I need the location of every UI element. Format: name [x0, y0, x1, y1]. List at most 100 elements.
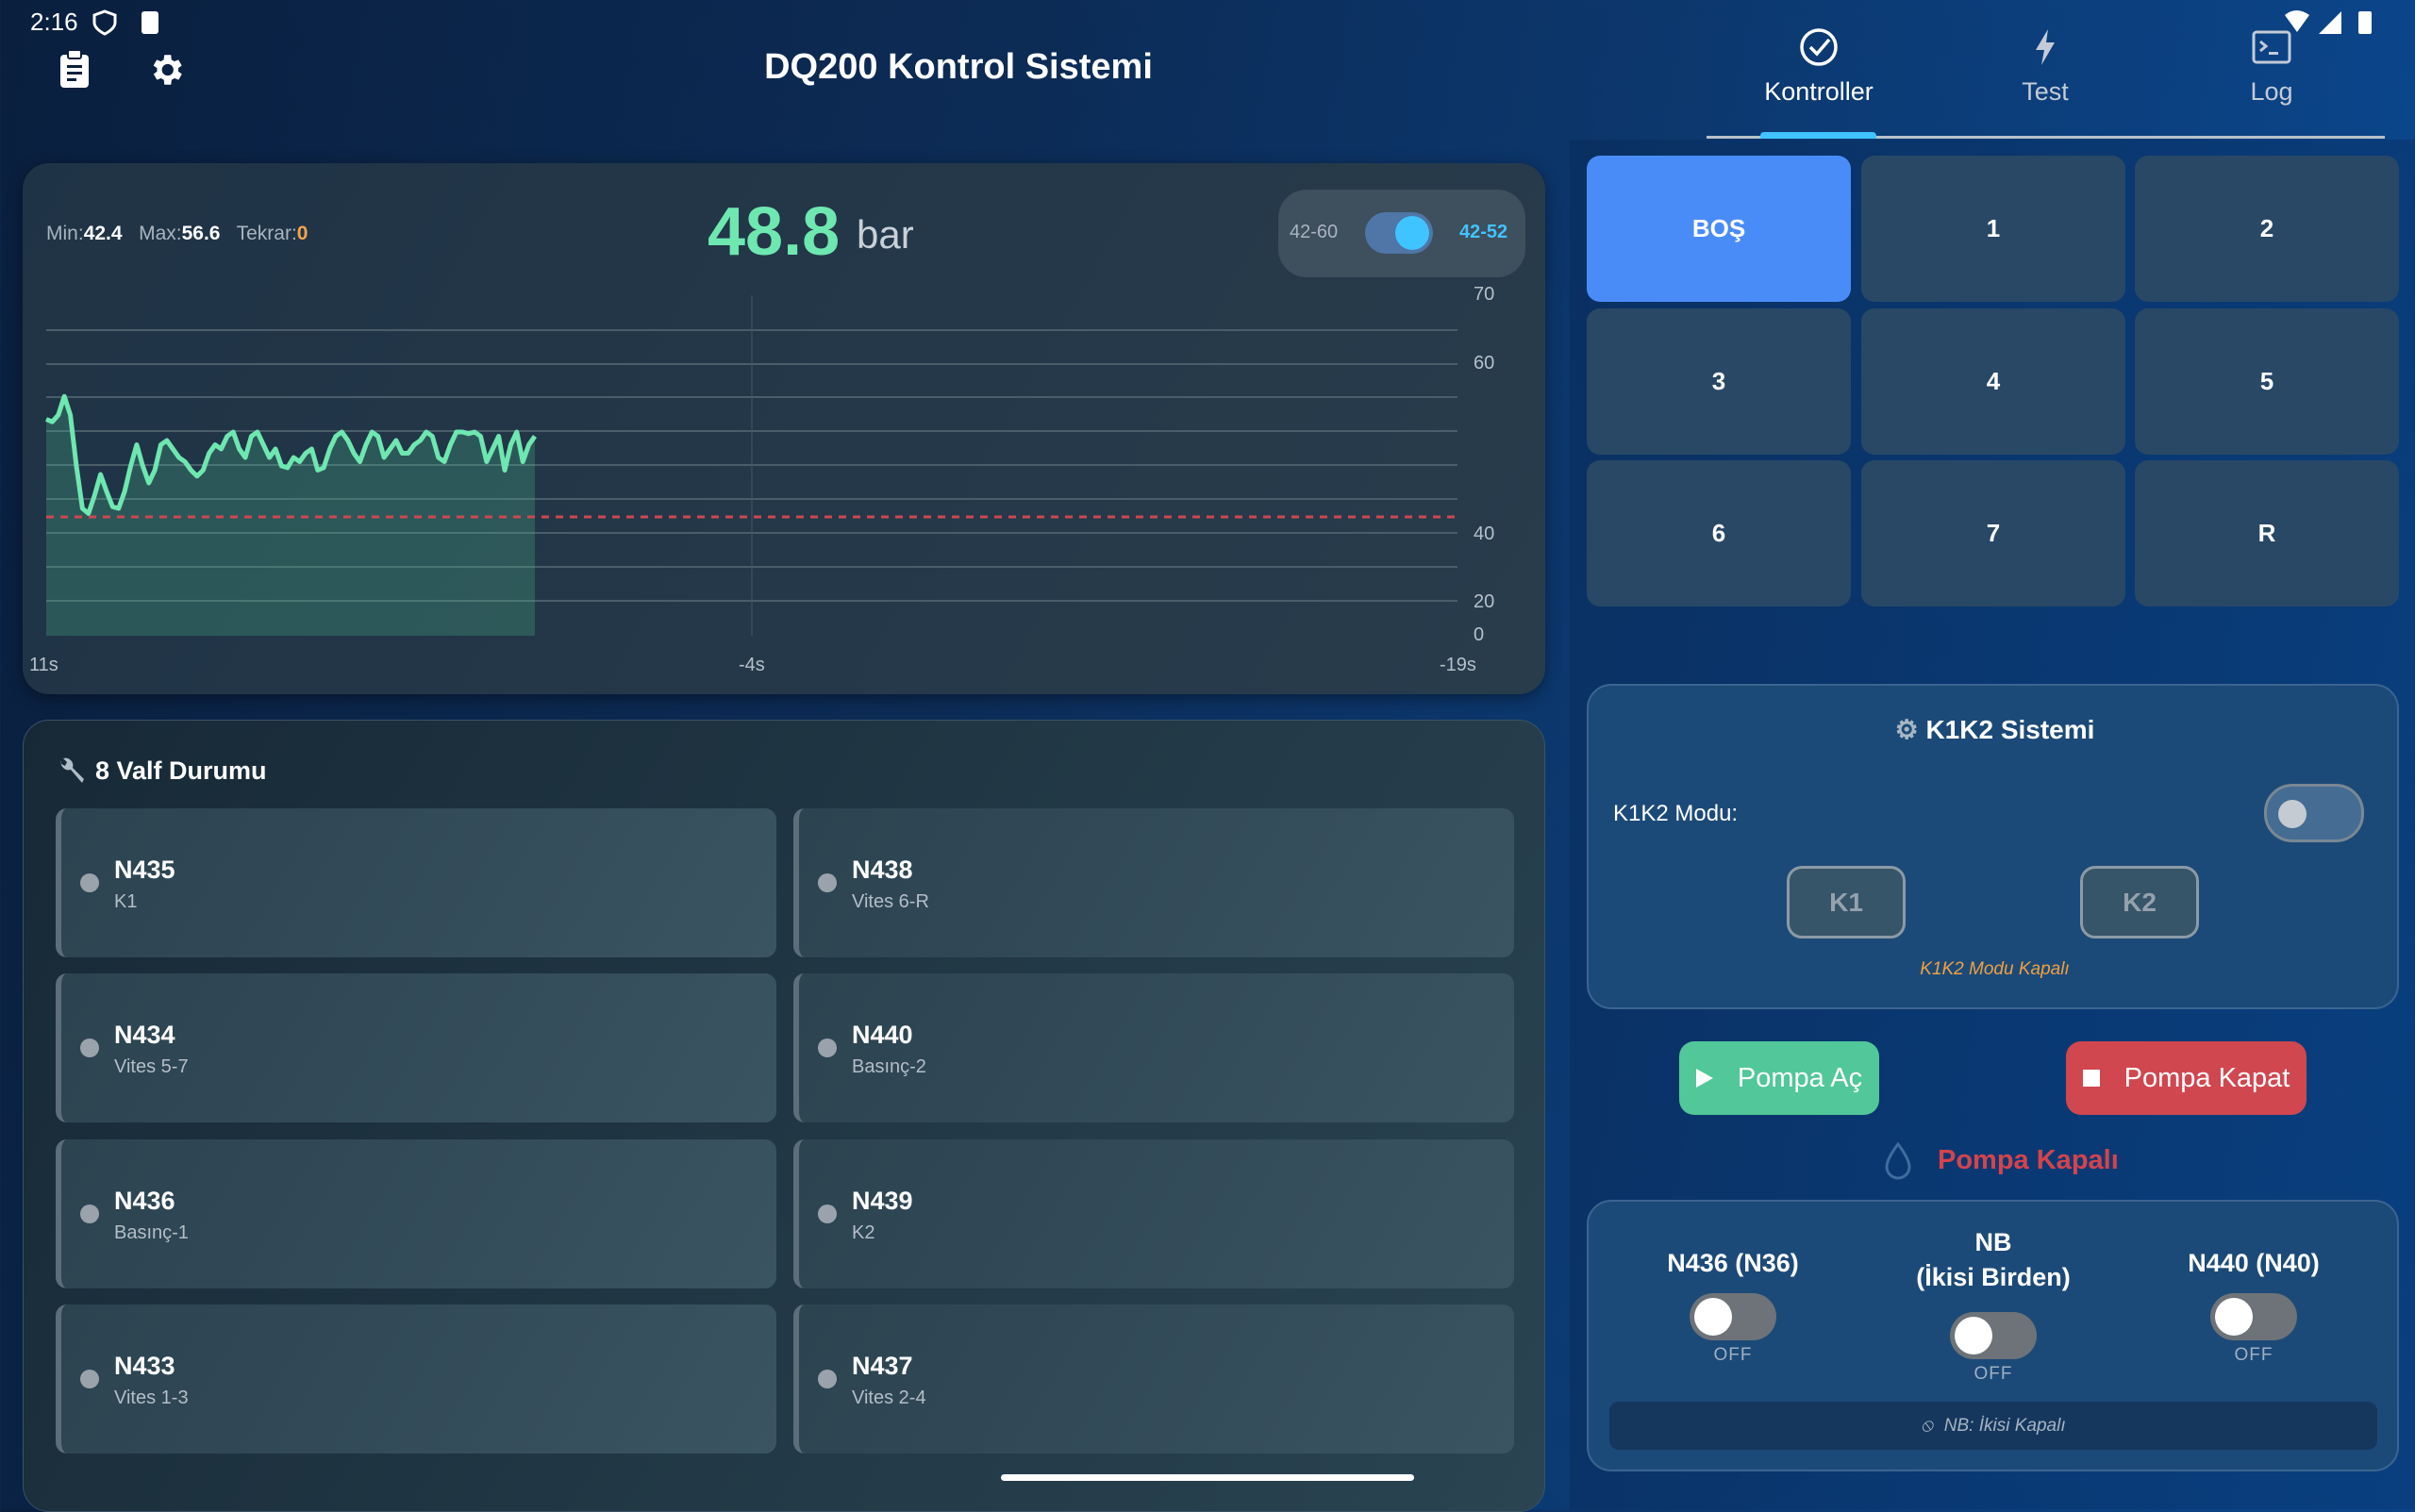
valve-name: N434: [114, 1021, 175, 1049]
tab-label: Log: [2250, 77, 2293, 106]
tab-log[interactable]: Log: [2168, 26, 2375, 107]
shield-icon: [92, 9, 117, 36]
y-tick: 70: [1474, 284, 1495, 305]
valve-desc: Vites 5-7: [114, 1056, 189, 1077]
n440-label: N440 (N40): [2188, 1249, 2320, 1277]
valve-status-dot: [80, 1370, 99, 1388]
status-time: 2:16: [30, 8, 78, 36]
nb-label-line1: NB: [1974, 1228, 2012, 1256]
pressure-value: 48.8: [708, 194, 841, 270]
valve-name: N440: [852, 1021, 913, 1049]
k1-button[interactable]: K1: [1787, 866, 1906, 939]
valve-desc: Basınç-1: [114, 1222, 189, 1243]
nb-panel: N436 (N36) NB (İkisi Birden) N440 (N40) O…: [1587, 1200, 2399, 1471]
valve-item[interactable]: N439 K2: [793, 1139, 1514, 1288]
gear-icon: ⚙: [1894, 715, 1919, 744]
valve-desc: Vites 1-3: [114, 1387, 189, 1408]
nb-info-bar: ⦸ NB: İkisi Kapalı: [1609, 1402, 2377, 1450]
valve-name: N439: [852, 1187, 913, 1215]
nb-toggle[interactable]: [1950, 1312, 2037, 1359]
n440-state: OFF: [2234, 1345, 2273, 1365]
valve-name: N433: [114, 1352, 175, 1380]
range-right-label: 42-52: [1459, 222, 1508, 242]
pressure-unit: bar: [857, 212, 914, 257]
k1k2-title: ⚙ K1K2 Sistemi: [1589, 714, 2401, 745]
pump-close-label: Pompa Kapat: [2124, 1062, 2290, 1093]
y-tick: 60: [1474, 353, 1495, 374]
valve-desc: K1: [114, 891, 138, 912]
wrench-icon: [60, 757, 84, 783]
clipboard-icon[interactable]: [58, 49, 91, 89]
valve-desc: Vites 2-4: [852, 1387, 926, 1408]
valve-item[interactable]: N433 Vites 1-3: [56, 1304, 776, 1454]
k1k2-mode-toggle[interactable]: [2264, 784, 2364, 842]
tab-test[interactable]: Test: [1941, 26, 2149, 107]
gear-button-6[interactable]: 6: [1587, 460, 1851, 606]
y-tick: 20: [1474, 591, 1495, 612]
valve-status-dot: [818, 1370, 837, 1388]
bolt-icon: [2036, 29, 2055, 65]
gear-button-bos[interactable]: BOŞ: [1587, 156, 1851, 302]
gear-button-r[interactable]: R: [2135, 460, 2399, 606]
range-selector: 42-60 42-52: [1278, 190, 1525, 277]
max-value: 56.6: [181, 223, 221, 244]
tab-label: Kontroller: [1764, 77, 1874, 106]
tab-kontroller[interactable]: Kontroller: [1715, 26, 1923, 107]
gear-button-3[interactable]: 3: [1587, 308, 1851, 455]
tab-active-indicator: [1760, 132, 1876, 139]
play-icon: [1695, 1069, 1713, 1088]
gear-button-5[interactable]: 5: [2135, 308, 2399, 455]
k1k2-mode-label: K1K2 Modu:: [1613, 801, 1739, 826]
valve-item[interactable]: N440 Basınç-2: [793, 973, 1514, 1122]
gear-button-7[interactable]: 7: [1861, 460, 2125, 606]
n436-toggle[interactable]: [1690, 1293, 1776, 1340]
nb-info-text: NB: İkisi Kapalı: [1943, 1415, 2066, 1436]
valve-name: N435: [114, 856, 175, 884]
valve-status-dot: [80, 873, 99, 892]
nb-label: NB (İkisi Birden): [1852, 1228, 2135, 1292]
valve-status-dot: [818, 1038, 837, 1057]
valve-name: N438: [852, 856, 913, 884]
y-tick: 0: [1474, 624, 1485, 645]
pump-open-button[interactable]: Pompa Aç: [1679, 1041, 1879, 1115]
repeat-value: 0: [296, 223, 308, 244]
min-label: Min:: [46, 223, 84, 244]
nb-label-line2: (İkisi Birden): [1916, 1263, 2071, 1291]
pressure-line-chart: [45, 295, 1457, 636]
n436-label: N436 (N36): [1667, 1249, 1799, 1277]
app-title: DQ200 Kontrol Sistemi: [764, 47, 1153, 87]
home-indicator[interactable]: [1001, 1474, 1414, 1481]
x-tick: -19s: [1440, 655, 1476, 675]
valve-item[interactable]: N438 Vites 6-R: [793, 808, 1514, 957]
sd-card-icon: [142, 11, 158, 34]
settings-gear-icon[interactable]: [146, 50, 186, 90]
stop-icon: [2082, 1070, 2100, 1087]
pump-open-label: Pompa Aç: [1737, 1062, 1863, 1093]
x-tick: -4s: [739, 655, 765, 675]
valve-name: N437: [852, 1352, 913, 1380]
valve-item[interactable]: N436 Basınç-1: [56, 1139, 776, 1288]
check-circle-icon: [1800, 28, 1838, 66]
water-drop-icon: [1885, 1141, 1911, 1180]
system-status-icons: [2285, 10, 2372, 34]
valve-item[interactable]: N434 Vites 5-7: [56, 973, 776, 1122]
k2-button[interactable]: K2: [2080, 866, 2199, 939]
valve-status-dot: [818, 873, 837, 892]
gear-button-1[interactable]: 1: [1861, 156, 2125, 302]
range-toggle[interactable]: [1365, 212, 1433, 254]
gear-button-2[interactable]: 2: [2135, 156, 2399, 302]
pump-status: Pompa Kapalı: [1938, 1145, 2119, 1175]
valve-status-dot: [818, 1205, 837, 1223]
valve-status-dot: [80, 1205, 99, 1223]
nb-state: OFF: [1974, 1364, 2013, 1384]
y-tick: 40: [1474, 523, 1495, 544]
valve-desc: Vites 6-R: [852, 891, 929, 912]
x-tick: 11s: [29, 655, 58, 675]
gear-button-4[interactable]: 4: [1861, 308, 2125, 455]
valve-item[interactable]: N435 K1: [56, 808, 776, 957]
min-value: 42.4: [83, 223, 123, 244]
valve-status-card: 8 Valf Durumu N435 K1 N438 Vites 6-R N434 Vit…: [23, 720, 1545, 1512]
n440-toggle[interactable]: [2210, 1293, 2297, 1340]
valve-item[interactable]: N437 Vites 2-4: [793, 1304, 1514, 1454]
pump-close-button[interactable]: Pompa Kapat: [2066, 1041, 2307, 1115]
